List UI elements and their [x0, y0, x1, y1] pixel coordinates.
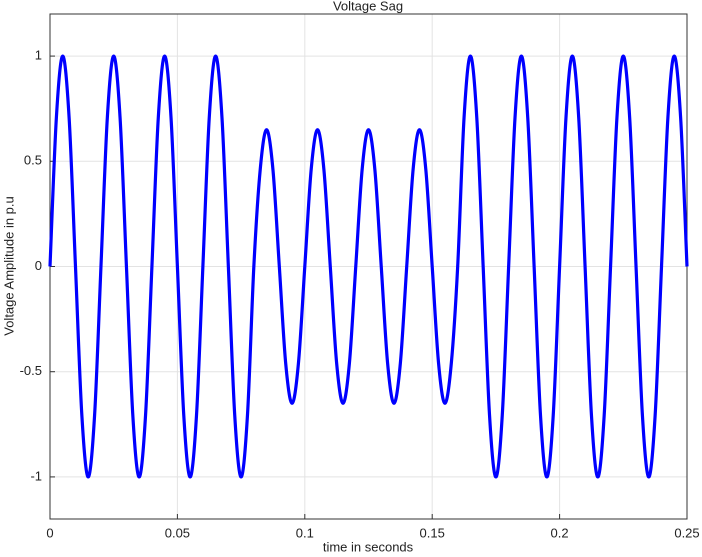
- data-line: [48, 54, 689, 479]
- x-tick-label: 0: [46, 525, 53, 540]
- y-tick-label: -0.5: [20, 363, 42, 378]
- x-tick-label: 0.25: [674, 525, 699, 540]
- y-axis-label: Voltage Amplitude in p.u: [1, 196, 16, 336]
- y-tick-label: 0.5: [24, 153, 42, 168]
- y-tick-label: 1: [35, 48, 42, 63]
- y-tick-label: -1: [30, 468, 42, 483]
- y-tick-label: 0: [35, 258, 42, 273]
- x-tick-label: 0.1: [296, 525, 314, 540]
- x-tick-label: 0.2: [551, 525, 569, 540]
- x-tick-label: 0.15: [420, 525, 445, 540]
- chart-title: Voltage Sag: [333, 0, 403, 13]
- x-axis-label: time in seconds: [323, 539, 414, 554]
- x-tick-label: 0.05: [165, 525, 190, 540]
